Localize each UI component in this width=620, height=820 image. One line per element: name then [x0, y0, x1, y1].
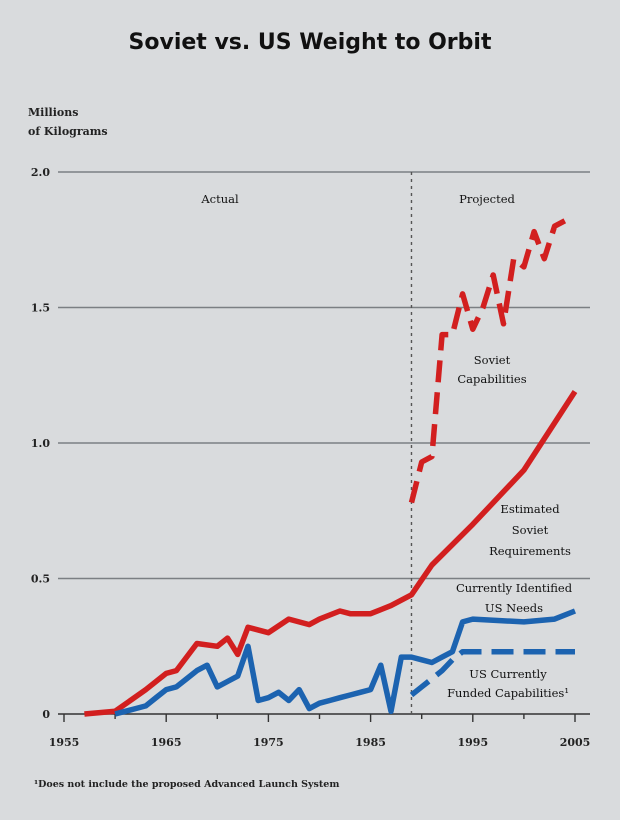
y-tick-0: 0: [42, 708, 50, 721]
region-label-actual: Actual: [200, 192, 239, 206]
label-soviet-requirements-line-1: Estimated: [500, 502, 560, 516]
series-lines: [84, 218, 578, 717]
x-tick-1965: 1965: [151, 736, 182, 749]
y-axis-unit-line-2: of Kilograms: [28, 125, 108, 138]
series-line-us-funded: [409, 648, 575, 698]
x-tick-2005: 2005: [560, 736, 591, 749]
x-tick-1975: 1975: [253, 736, 284, 749]
x-tick-labels: 1955 1965 1975 1985 1995 2005: [49, 714, 591, 749]
label-soviet-requirements-line-2: Soviet: [512, 523, 549, 537]
region-label-projected: Projected: [459, 192, 515, 206]
label-soviet-capabilities-line-1: Soviet: [474, 353, 511, 367]
y-tick-2.0: 2.0: [31, 166, 50, 179]
label-us-funded-line-1: US Currently: [469, 667, 547, 681]
series-line-soviet-capabilities: [408, 218, 567, 504]
label-us-funded: US Currently Funded Capabilities¹: [447, 667, 569, 700]
label-us-funded-line-2: Funded Capabilities¹: [447, 686, 569, 700]
grid-lines: [58, 171, 590, 715]
y-tick-0.5: 0.5: [31, 573, 50, 586]
label-soviet-requirements-line-3: Requirements: [489, 544, 571, 558]
chart-title: Soviet vs. US Weight to Orbit: [129, 30, 492, 55]
series-line-soviet-requirements: [84, 390, 578, 717]
y-axis-unit-line-1: Millions: [28, 106, 78, 119]
label-us-needs-line-1: Currently Identified: [456, 581, 573, 595]
y-tick-labels: 0 0.5 1.0 1.5 2.0: [31, 166, 50, 721]
label-soviet-requirements: Estimated Soviet Requirements: [489, 502, 571, 558]
y-tick-1.5: 1.5: [31, 302, 50, 315]
y-tick-1.0: 1.0: [31, 437, 50, 450]
label-us-needs: Currently Identified US Needs: [456, 581, 573, 615]
footnote: ¹Does not include the proposed Advanced …: [34, 779, 339, 790]
x-tick-1995: 1995: [457, 736, 488, 749]
label-soviet-capabilities: Soviet Capabilities: [457, 353, 526, 386]
label-us-needs-line-2: US Needs: [485, 601, 543, 615]
label-soviet-capabilities-line-2: Capabilities: [457, 372, 526, 386]
series-line-us-needs: [114, 608, 577, 717]
x-tick-1985: 1985: [355, 736, 386, 749]
x-tick-1955: 1955: [49, 736, 80, 749]
